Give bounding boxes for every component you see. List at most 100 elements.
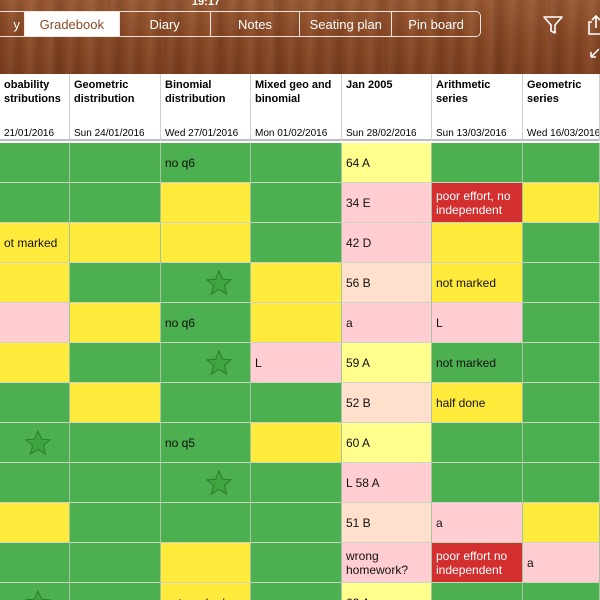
- grade-cell[interactable]: 52 B: [342, 383, 432, 423]
- grade-cell[interactable]: no q6: [161, 303, 251, 343]
- grade-cell[interactable]: [251, 143, 342, 183]
- grade-cell[interactable]: [251, 223, 342, 263]
- grade-cell[interactable]: 56 B: [342, 263, 432, 303]
- grade-cell[interactable]: a: [342, 303, 432, 343]
- grade-cell[interactable]: [0, 583, 70, 600]
- grade-cell[interactable]: [523, 583, 600, 600]
- grade-cell[interactable]: [0, 183, 70, 223]
- grade-cell[interactable]: L: [251, 343, 342, 383]
- grade-cell[interactable]: half done: [432, 383, 523, 423]
- tab-pin-board[interactable]: Pin board: [408, 16, 464, 32]
- tab-gradebook[interactable]: Gradebook: [24, 12, 120, 36]
- grade-cell[interactable]: [70, 503, 161, 543]
- column-header[interactable]: Arithmetic series Sun 13/03/2016: [432, 74, 523, 141]
- column-header[interactable]: Jan 2005 Sun 28/02/2016: [342, 74, 432, 141]
- grade-cell[interactable]: no q5: [161, 423, 251, 463]
- grade-cell[interactable]: poor effort, no independent: [432, 183, 523, 223]
- grade-cell[interactable]: wrong homework?: [342, 543, 432, 583]
- grade-cell[interactable]: [432, 223, 523, 263]
- grade-cell[interactable]: 51 B: [342, 503, 432, 543]
- grade-cell[interactable]: not marked: [432, 263, 523, 303]
- grade-cell[interactable]: [0, 263, 70, 303]
- column-header[interactable]: Mixed geo and binomial Mon 01/02/2016: [251, 74, 342, 141]
- grade-cell[interactable]: a: [523, 543, 600, 583]
- sort-icon[interactable]: [588, 46, 600, 60]
- grade-cell[interactable]: [251, 543, 342, 583]
- grade-cell[interactable]: [251, 303, 342, 343]
- grade-cell[interactable]: 64 A: [342, 143, 432, 183]
- grade-cell[interactable]: [70, 263, 161, 303]
- grade-cell[interactable]: [0, 503, 70, 543]
- grade-cell[interactable]: [161, 463, 251, 503]
- grade-cell[interactable]: ot marked: [0, 223, 70, 263]
- grade-cell[interactable]: 60 A: [342, 423, 432, 463]
- grade-cell[interactable]: [70, 143, 161, 183]
- grade-cell[interactable]: [251, 383, 342, 423]
- grade-cell[interactable]: [0, 463, 70, 503]
- grade-cell[interactable]: [251, 503, 342, 543]
- grade-cell[interactable]: [70, 183, 161, 223]
- grade-cell[interactable]: [251, 463, 342, 503]
- grade-cell[interactable]: 34 E: [342, 183, 432, 223]
- grade-cell[interactable]: not marked: [432, 343, 523, 383]
- grade-cell[interactable]: [523, 343, 600, 383]
- grade-cell[interactable]: [70, 463, 161, 503]
- grade-cell[interactable]: [523, 463, 600, 503]
- grade-cell[interactable]: [0, 143, 70, 183]
- grade-cell[interactable]: [0, 343, 70, 383]
- column-header[interactable]: Geometric series Wed 16/03/2016: [523, 74, 600, 141]
- grade-cell[interactable]: [70, 223, 161, 263]
- grade-cell[interactable]: [161, 383, 251, 423]
- grade-cell[interactable]: [251, 583, 342, 600]
- grade-cell[interactable]: a: [432, 503, 523, 543]
- grade-cell[interactable]: [523, 143, 600, 183]
- grade-cell[interactable]: [523, 423, 600, 463]
- grade-cell[interactable]: [432, 583, 523, 600]
- grade-cell[interactable]: L: [432, 303, 523, 343]
- grade-cell[interactable]: [523, 183, 600, 223]
- grade-cell[interactable]: [161, 183, 251, 223]
- grade-cell[interactable]: [70, 383, 161, 423]
- tab-diary[interactable]: Diary: [120, 12, 211, 36]
- grade-cell[interactable]: [161, 223, 251, 263]
- column-header[interactable]: Geometric distribution Sun 24/01/2016: [70, 74, 161, 141]
- grade-cell[interactable]: [523, 303, 600, 343]
- tab-seating-plan[interactable]: Seating plan: [300, 12, 393, 36]
- grade-cell[interactable]: [70, 303, 161, 343]
- grade-cell[interactable]: [0, 423, 70, 463]
- column-header[interactable]: Binomial distribution Wed 27/01/2016: [161, 74, 251, 141]
- grade-cell[interactable]: [161, 263, 251, 303]
- filter-icon[interactable]: [542, 14, 564, 36]
- grade-cell[interactable]: [0, 383, 70, 423]
- grade-cell[interactable]: [523, 383, 600, 423]
- grade-cell[interactable]: [251, 263, 342, 303]
- grade-cell[interactable]: [161, 503, 251, 543]
- grade-cell[interactable]: [251, 183, 342, 223]
- grade-cell[interactable]: [523, 223, 600, 263]
- grade-cell[interactable]: [161, 543, 251, 583]
- column-header[interactable]: obability stributions 21/01/2016: [0, 74, 70, 141]
- grade-cell[interactable]: 59 A: [342, 343, 432, 383]
- grade-cell[interactable]: [70, 423, 161, 463]
- grade-cell[interactable]: poor effort no independent: [432, 543, 523, 583]
- grade-cell[interactable]: [432, 143, 523, 183]
- grade-cell[interactable]: no q6: [161, 143, 251, 183]
- grade-cell[interactable]: [70, 343, 161, 383]
- grade-cell[interactable]: not marked: [161, 583, 251, 600]
- grade-cell[interactable]: 42 D: [342, 223, 432, 263]
- grade-cell[interactable]: [432, 423, 523, 463]
- tab-y[interactable]: y: [0, 12, 25, 36]
- grade-cell[interactable]: [0, 543, 70, 583]
- grade-cell[interactable]: L 58 A: [342, 463, 432, 503]
- grade-cell[interactable]: [70, 543, 161, 583]
- grade-cell[interactable]: 62 A: [342, 583, 432, 600]
- grade-cell[interactable]: [70, 583, 161, 600]
- export-icon[interactable]: [586, 14, 600, 36]
- grade-cell[interactable]: [0, 303, 70, 343]
- grade-cell[interactable]: [432, 463, 523, 503]
- grade-cell[interactable]: [523, 503, 600, 543]
- grade-cell[interactable]: [523, 263, 600, 303]
- tab-notes[interactable]: Notes: [211, 12, 301, 36]
- grade-cell[interactable]: [161, 343, 251, 383]
- grade-cell[interactable]: [251, 423, 342, 463]
